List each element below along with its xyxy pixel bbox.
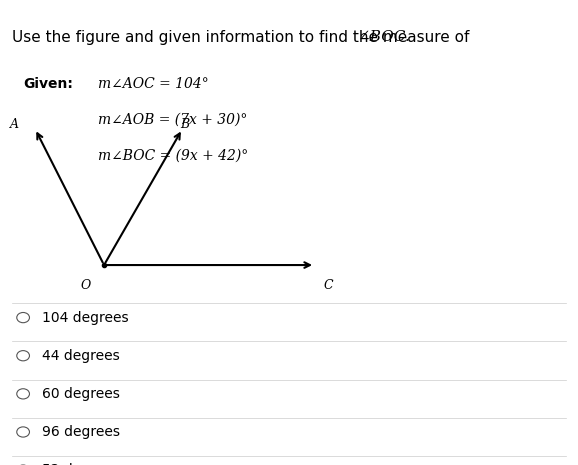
Text: Given:: Given: (23, 77, 73, 91)
Text: m∠BOC = (9x + 42)°: m∠BOC = (9x + 42)° (98, 148, 249, 162)
Text: O: O (81, 279, 91, 292)
Text: C: C (324, 279, 334, 292)
Text: 60 degrees: 60 degrees (42, 387, 120, 401)
Text: 52 degrees: 52 degrees (42, 463, 120, 465)
Text: m∠AOB = (7x + 30)°: m∠AOB = (7x + 30)° (98, 113, 247, 126)
Text: Use the figure and given information to find the measure of: Use the figure and given information to … (12, 30, 474, 45)
Text: ∠BOC.: ∠BOC. (358, 30, 411, 44)
Text: m∠AOC = 104°: m∠AOC = 104° (98, 77, 209, 91)
Text: 44 degrees: 44 degrees (42, 349, 120, 363)
Text: A: A (10, 118, 19, 131)
Text: 96 degrees: 96 degrees (42, 425, 120, 439)
Text: 104 degrees: 104 degrees (42, 311, 128, 325)
Text: B: B (180, 118, 190, 131)
